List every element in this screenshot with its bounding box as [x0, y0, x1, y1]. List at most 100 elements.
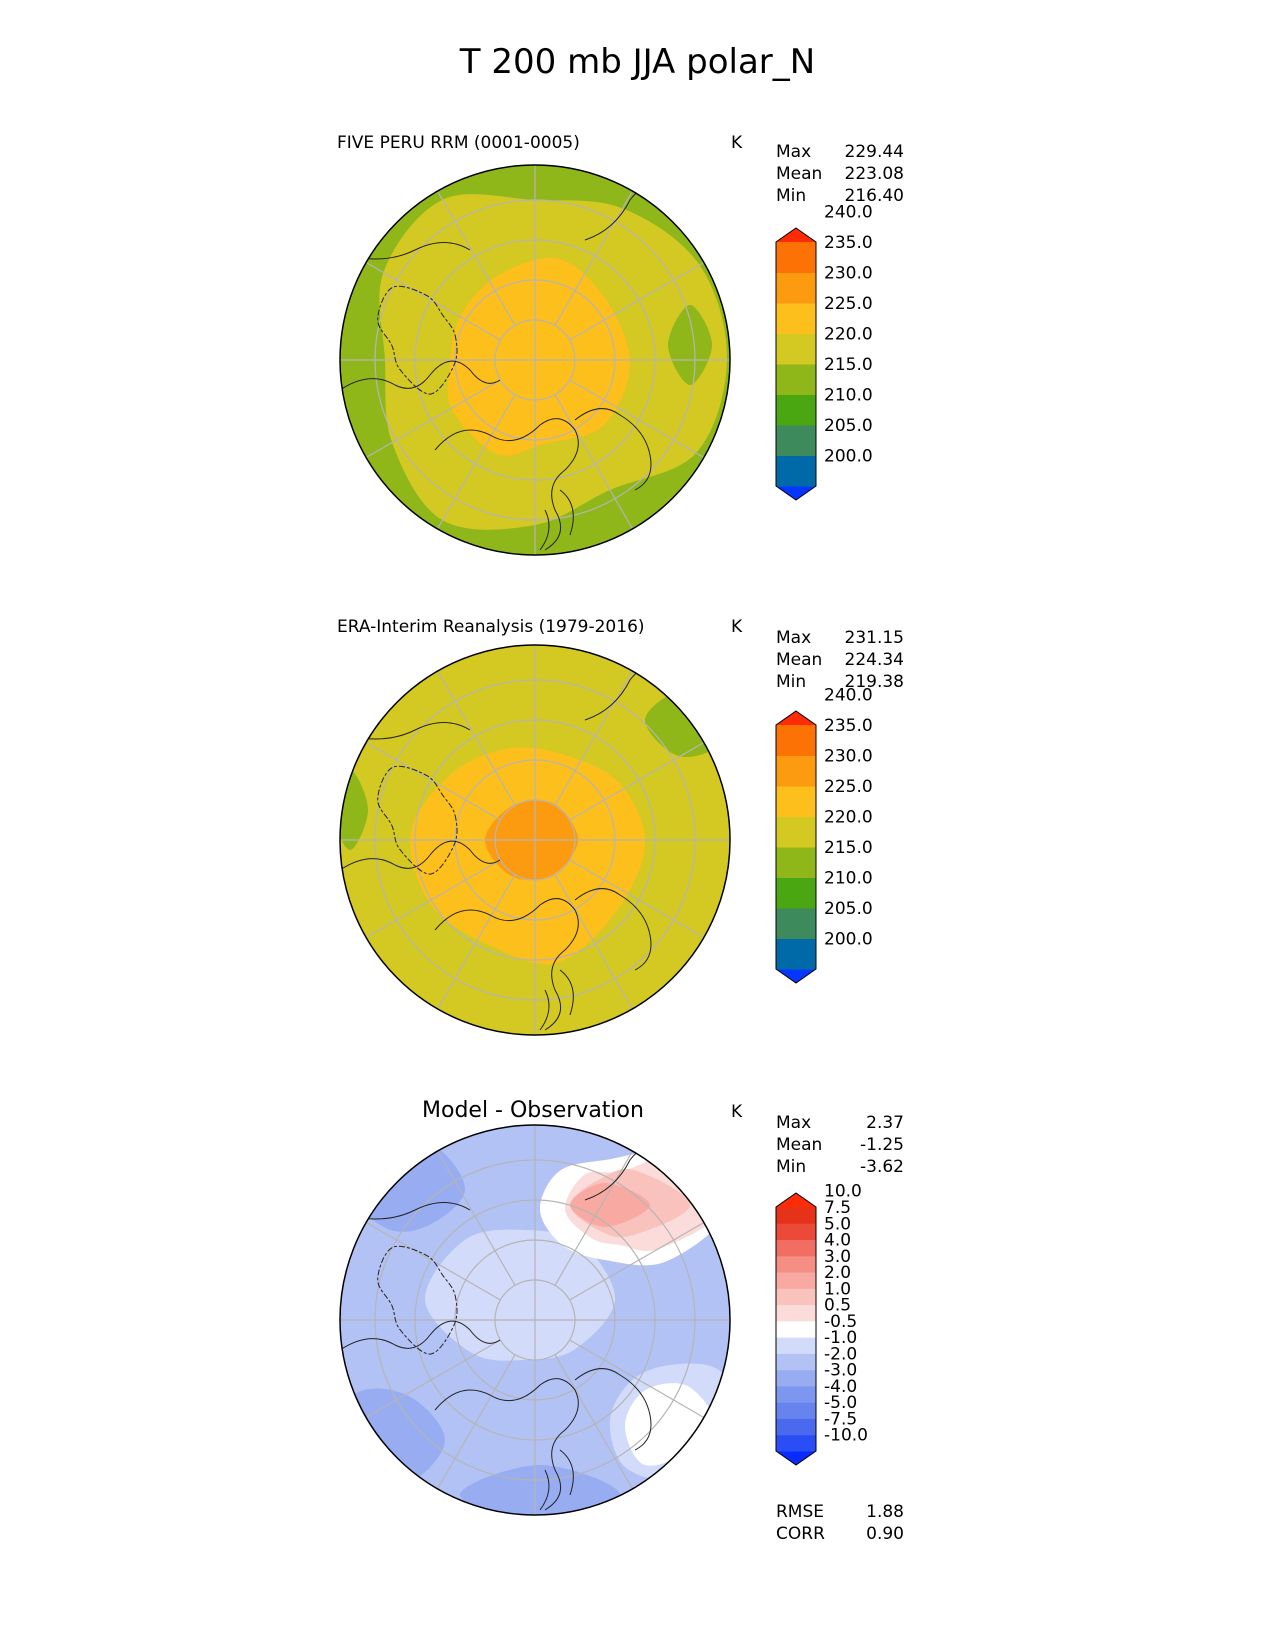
stat-max: 231.15	[844, 628, 904, 648]
panel-1-stats: Max 229.44 Mean 223.08 Min 216.40	[776, 141, 904, 207]
meridian-line	[436, 190, 516, 326]
colorbar-tick-label: 3.0	[824, 1247, 851, 1267]
meridian-line	[436, 1354, 516, 1490]
colorbar-tick-label: 205.0	[824, 899, 873, 919]
colorbar-tick-label: 235.0	[824, 233, 873, 253]
meridian-line	[569, 859, 705, 939]
colorbar-tick-label: 225.0	[824, 294, 873, 314]
meridian-line	[569, 1221, 705, 1301]
stat-corr: 0.90	[866, 1524, 904, 1544]
colorbar-tick-label: 240.0	[824, 686, 873, 706]
stat-label: Mean	[776, 1135, 823, 1155]
map-panel-1	[339, 164, 731, 556]
colorbar-tick-label: 220.0	[824, 325, 873, 345]
colorbar-bin	[776, 755, 816, 787]
meridian-line	[554, 1354, 634, 1490]
stat-min: 216.40	[844, 186, 904, 206]
map-frame	[339, 1124, 731, 1516]
panel-2-units: K	[731, 617, 743, 637]
colorbar-tick-label: 7.5	[824, 1198, 851, 1218]
meridian-line	[569, 379, 705, 459]
colorbar-tick-label: -7.5	[824, 1409, 857, 1429]
colorbar-extend-high	[776, 711, 816, 725]
colorbar-tick-label: 0.5	[824, 1296, 851, 1316]
canada-coast	[340, 360, 501, 391]
colorbar-bin	[776, 394, 816, 426]
meridian-line	[554, 1150, 634, 1286]
colorbar-extend-high	[776, 228, 816, 242]
stat-label: Min	[776, 1157, 807, 1177]
panel-2-title: ERA-Interim Reanalysis (1979-2016)	[337, 617, 645, 637]
colorbar-tick-label: 215.0	[824, 355, 873, 375]
graticule	[340, 165, 730, 555]
greenland-coast	[377, 1245, 458, 1355]
stat-mean: 224.34	[844, 650, 904, 670]
stat-label: Max	[776, 1113, 812, 1133]
colorbar-extend-high	[776, 1193, 816, 1207]
colorbar-tick-label: 230.0	[824, 747, 873, 767]
map-panel-3	[339, 1124, 731, 1516]
colorbar-bin	[776, 1207, 816, 1224]
greenland-coast	[377, 285, 458, 395]
colorbar-tick-label: 205.0	[824, 416, 873, 436]
panel-2-stats: Max 231.15 Mean 224.34 Min 219.38	[776, 627, 904, 693]
colorbar-tick-label: -4.0	[824, 1377, 857, 1397]
colorbar-2: 200.0 205.0 210.0 215.0 220.0 225.0 230.0 235.0…	[775, 686, 873, 984]
stat-min: -3.62	[860, 1157, 904, 1177]
panel-1-units: K	[731, 133, 743, 153]
colorbar-bin	[776, 1288, 816, 1306]
meridian-line	[554, 670, 634, 806]
colorbar-outline	[775, 227, 817, 501]
colorbar-tick-label: 5.0	[824, 1214, 851, 1234]
colorbar-bin	[776, 364, 816, 395]
meridian-line	[365, 261, 501, 341]
meridian-line	[554, 190, 634, 326]
colorbar-bin	[776, 242, 816, 273]
colorbar-bin	[776, 908, 816, 939]
map-frame	[339, 644, 731, 1036]
colorbar-bin	[776, 333, 816, 365]
meridian-line	[436, 394, 516, 530]
colorbar-tick-label: -2.0	[824, 1344, 857, 1364]
colorbar-tick-label: 1.0	[824, 1279, 851, 1299]
eurasia-coast	[434, 418, 579, 551]
colorbar-bin	[776, 1418, 816, 1436]
panel-3-units: K	[731, 1102, 743, 1122]
colorbar-bin	[776, 303, 816, 334]
map-frame	[339, 164, 731, 556]
greenland-coast	[377, 765, 458, 875]
colorbar-extend-low	[776, 1451, 816, 1465]
stat-label: Mean	[776, 650, 823, 670]
graticule	[340, 1125, 730, 1515]
meridian-line	[365, 1221, 501, 1301]
panel-3-title: Model - Observation	[422, 1098, 644, 1123]
meridian-line	[554, 874, 634, 1010]
colorbar-bin	[776, 1385, 816, 1403]
stat-mean: 223.08	[844, 164, 904, 184]
meridian-line	[554, 394, 634, 530]
colorbar-tick-label: -0.5	[824, 1312, 857, 1332]
colorbar-tick-label: 200.0	[824, 447, 873, 467]
colorbar-bin	[776, 1402, 816, 1419]
canada-coast	[340, 1320, 501, 1351]
colorbar-tick-label: 2.0	[824, 1263, 851, 1283]
meridian-line	[365, 1339, 501, 1419]
meridian-line	[436, 1150, 516, 1286]
contour-region	[668, 305, 712, 385]
contour-fill	[340, 1125, 730, 1515]
colorbar-bin	[776, 938, 816, 970]
stat-label: CORR	[776, 1524, 825, 1544]
map-panel-2	[339, 644, 731, 1036]
contour-fill	[340, 165, 730, 555]
eurasia-coast	[434, 1378, 579, 1511]
colorbar-3: -10.0-7.5-5.0-4.0-3.0-2.0-1.0-0.50.51.02…	[775, 1182, 868, 1466]
colorbar-bin	[776, 1223, 816, 1241]
colorbar-bin	[776, 1369, 816, 1387]
colorbar-tick-label: 10.0	[824, 1182, 862, 1202]
stat-label: Min	[776, 672, 807, 692]
colorbar-bin	[776, 272, 816, 304]
colorbar-bin	[776, 425, 816, 456]
colorbar-tick-label: 240.0	[824, 203, 873, 223]
scandinavia-coast	[539, 1449, 574, 1511]
